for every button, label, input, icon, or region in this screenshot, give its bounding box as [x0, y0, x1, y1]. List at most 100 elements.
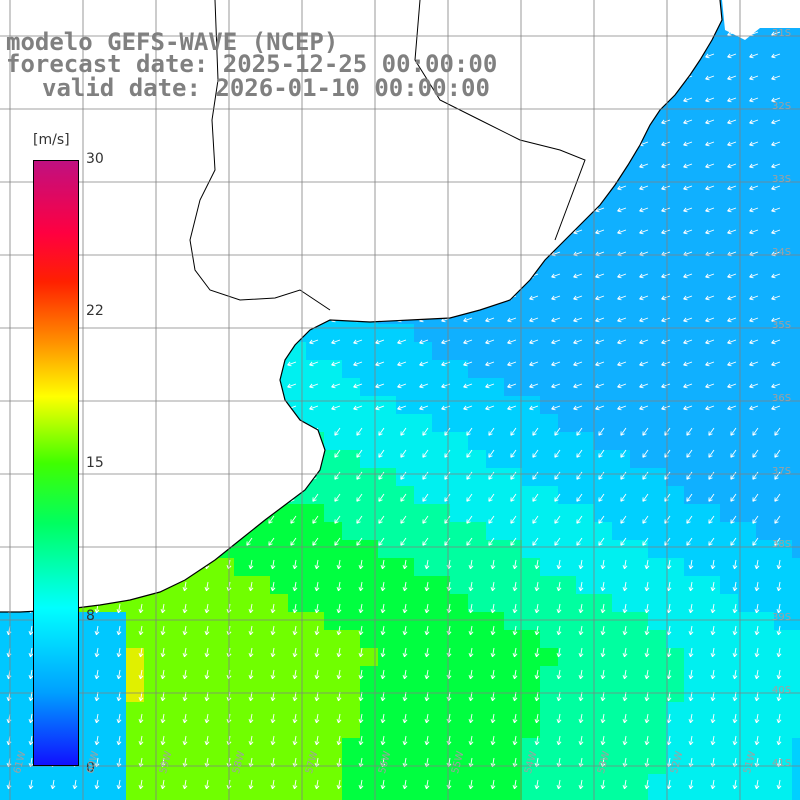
field-cell	[396, 522, 415, 541]
field-cell	[702, 756, 721, 775]
wind-arrow	[617, 361, 627, 367]
wind-arrow	[204, 603, 210, 614]
wind-arrow	[334, 449, 341, 458]
field-cell	[180, 738, 199, 757]
field-cell	[612, 414, 631, 433]
field-cell	[630, 252, 649, 271]
wind-arrow	[600, 559, 606, 570]
field-cell	[792, 738, 800, 757]
field-cell	[216, 792, 235, 800]
field-cell	[198, 594, 217, 613]
field-cell	[666, 270, 685, 289]
field-cell	[576, 450, 595, 469]
wind-arrow	[380, 779, 386, 790]
field-cell	[468, 720, 487, 739]
field-cell	[540, 594, 559, 613]
field-cell	[594, 270, 613, 289]
wind-arrow	[292, 625, 298, 636]
wind-arrow	[182, 779, 188, 790]
field-cell	[792, 108, 800, 127]
wind-arrow	[732, 691, 738, 702]
field-cell	[756, 594, 775, 613]
wind-arrow	[512, 691, 518, 702]
field-cell	[288, 702, 307, 721]
lat-label: 37S	[772, 466, 792, 477]
field-cell	[756, 720, 775, 739]
field-cell	[450, 666, 469, 685]
wind-arrow	[314, 647, 320, 658]
field-cell	[360, 504, 379, 523]
field-cell	[612, 774, 631, 793]
wind-arrow	[705, 119, 715, 125]
field-cell	[342, 414, 361, 433]
wind-arrow	[397, 339, 407, 345]
field-cell	[504, 324, 523, 343]
field-cell	[774, 414, 793, 433]
wind-arrow	[622, 581, 628, 592]
wind-arrow	[397, 383, 407, 389]
wind-arrow	[400, 537, 407, 546]
wind-arrow	[312, 515, 319, 524]
field-cell	[684, 522, 703, 541]
wind-arrow	[116, 735, 122, 746]
field-cell	[504, 306, 523, 325]
field-cell	[486, 720, 505, 739]
field-cell	[540, 468, 559, 487]
field-cell	[234, 774, 253, 793]
field-cell	[702, 180, 721, 199]
wind-arrow	[622, 669, 628, 680]
wind-arrow	[639, 339, 649, 345]
wind-arrow	[622, 779, 628, 790]
field-cell	[666, 576, 685, 595]
wind-arrow	[708, 427, 715, 436]
field-cell	[324, 522, 343, 541]
field-cell	[522, 414, 541, 433]
field-cell	[594, 252, 613, 271]
wind-arrow	[749, 295, 759, 301]
field-cell	[720, 306, 739, 325]
field-cell	[540, 432, 559, 451]
wind-arrow	[138, 647, 144, 658]
field-cell	[612, 360, 631, 379]
wind-arrow	[204, 669, 210, 680]
field-cell	[666, 180, 685, 199]
field-cell	[666, 252, 685, 271]
wind-arrow	[532, 537, 539, 546]
wind-arrow	[468, 647, 474, 658]
wind-arrow	[292, 691, 298, 702]
field-cell	[774, 108, 793, 127]
field-cell	[702, 738, 721, 757]
field-cell	[18, 774, 37, 793]
field-cell	[792, 630, 800, 649]
field-cell	[486, 504, 505, 523]
wind-arrow	[771, 229, 781, 235]
field-cell	[594, 342, 613, 361]
field-cell	[612, 324, 631, 343]
field-cell	[324, 594, 343, 613]
field-cell	[54, 774, 73, 793]
wind-arrow	[752, 427, 759, 436]
wind-arrow	[686, 449, 693, 458]
field-cell	[702, 720, 721, 739]
field-cell	[450, 396, 469, 415]
wind-arrow	[554, 537, 561, 546]
field-cell	[324, 324, 343, 343]
field-cell	[684, 720, 703, 739]
field-cell	[702, 558, 721, 577]
field-cell	[558, 360, 577, 379]
wind-arrow	[534, 735, 540, 746]
field-cell	[702, 792, 721, 800]
field-cell	[612, 630, 631, 649]
field-cell	[288, 666, 307, 685]
field-cell	[558, 792, 577, 800]
wind-arrow	[512, 581, 518, 592]
field-cell	[684, 792, 703, 800]
wind-arrow	[754, 603, 760, 614]
field-cell	[774, 36, 793, 55]
field-cell	[0, 792, 19, 800]
field-cell	[792, 522, 800, 541]
wind-arrow	[617, 405, 627, 411]
field-cell	[594, 324, 613, 343]
field-cell	[432, 558, 451, 577]
wind-arrow	[510, 515, 517, 524]
